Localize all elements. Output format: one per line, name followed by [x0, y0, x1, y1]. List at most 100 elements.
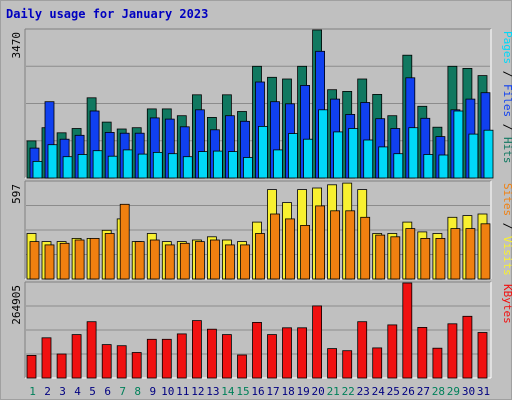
day-label-6: 6 — [104, 385, 111, 398]
bar-sites-day-22 — [345, 210, 356, 280]
bar-sites-day-26 — [405, 228, 416, 280]
bar-kbytes-day-9 — [146, 338, 157, 379]
bar-sites-day-8 — [134, 241, 145, 280]
bar-kbytes-day-14 — [221, 334, 232, 379]
bar-kbytes-day-21 — [327, 348, 338, 379]
bar-pages-day-30 — [468, 133, 479, 179]
day-label-24: 24 — [372, 385, 386, 398]
day-label-9: 9 — [149, 385, 156, 398]
day-label-31: 31 — [477, 385, 490, 398]
top-legend-separator: / — [501, 64, 512, 84]
bar-sites-day-23 — [360, 216, 371, 280]
bar-pages-day-19 — [303, 138, 314, 179]
day-label-16: 16 — [251, 385, 264, 398]
bar-sites-day-5 — [89, 237, 100, 280]
bar-pages-day-26 — [408, 127, 419, 179]
bar-sites-day-13 — [209, 239, 220, 280]
bar-sites-day-17 — [270, 213, 280, 280]
day-label-3: 3 — [59, 385, 66, 398]
bar-kbytes-day-12 — [191, 320, 202, 379]
bar-kbytes-day-18 — [282, 327, 292, 379]
bar-pages-day-25 — [393, 153, 404, 179]
bar-sites-day-6 — [104, 233, 115, 280]
bar-sites-day-7 — [119, 203, 130, 280]
day-label-2: 2 — [44, 385, 51, 398]
bar-pages-day-3 — [62, 156, 73, 179]
day-label-25: 25 — [387, 385, 400, 398]
bar-sites-day-27 — [420, 237, 431, 280]
day-label-28: 28 — [432, 385, 445, 398]
chart-title: Daily usage for January 2023 — [6, 7, 209, 21]
bar-pages-day-4 — [77, 154, 88, 179]
bar-kbytes-day-4 — [71, 334, 82, 379]
bar-pages-day-31 — [483, 129, 494, 179]
bar-kbytes-day-1 — [26, 354, 37, 379]
bar-sites-day-31 — [480, 223, 491, 280]
day-label-15: 15 — [236, 385, 249, 398]
bar-sites-day-9 — [149, 239, 160, 280]
bar-pages-day-23 — [363, 139, 374, 179]
bar-pages-day-7 — [122, 149, 133, 179]
bar-sites-day-30 — [465, 228, 476, 280]
day-label-11: 11 — [176, 385, 189, 398]
bar-kbytes-day-20 — [312, 305, 323, 379]
day-label-8: 8 — [134, 385, 141, 398]
bottom-legend: KBytes — [501, 284, 512, 324]
legend-hits: Hits — [501, 137, 512, 164]
bar-kbytes-day-11 — [176, 333, 187, 379]
day-label-14: 14 — [221, 385, 235, 398]
bar-sites-day-16 — [255, 233, 265, 280]
day-label-13: 13 — [206, 385, 219, 398]
legend-sites: Sites — [501, 183, 512, 216]
bar-pages-day-18 — [288, 133, 298, 179]
bar-pages-day-15 — [243, 157, 253, 179]
day-label-22: 22 — [342, 385, 355, 398]
bar-kbytes-day-8 — [131, 352, 142, 379]
bar-kbytes-day-30 — [462, 315, 473, 379]
day-label-26: 26 — [402, 385, 415, 398]
bar-pages-day-28 — [438, 154, 449, 179]
bar-sites-day-10 — [164, 244, 175, 280]
bar-pages-day-20 — [318, 109, 329, 179]
bar-pages-day-12 — [197, 151, 208, 179]
bar-sites-day-19 — [300, 224, 311, 280]
bar-pages-day-11 — [182, 156, 193, 179]
middle-legend: Sites / Visits — [501, 183, 512, 276]
bar-kbytes-day-10 — [161, 338, 172, 379]
bar-kbytes-day-2 — [41, 337, 52, 379]
bar-sites-day-25 — [390, 236, 401, 280]
bar-pages-day-10 — [167, 153, 178, 179]
bar-sites-day-28 — [435, 237, 446, 280]
bar-sites-day-3 — [59, 242, 70, 280]
bar-kbytes-day-16 — [252, 321, 262, 379]
bar-pages-day-2 — [47, 144, 58, 179]
bar-kbytes-day-27 — [417, 326, 428, 379]
bar-sites-day-2 — [44, 244, 55, 280]
bar-kbytes-day-26 — [402, 282, 413, 379]
day-label-21: 21 — [327, 385, 340, 398]
bar-sites-day-24 — [375, 234, 386, 280]
bar-pages-day-27 — [423, 154, 434, 179]
day-label-19: 19 — [296, 385, 309, 398]
bar-kbytes-day-6 — [101, 344, 112, 379]
day-label-7: 7 — [119, 385, 126, 398]
bar-kbytes-day-29 — [447, 323, 458, 379]
bar-kbytes-day-17 — [267, 334, 277, 379]
bar-kbytes-day-25 — [387, 324, 398, 379]
top-legend: Pages / Files / Hits — [501, 31, 512, 164]
bar-sites-day-21 — [330, 210, 341, 280]
bar-sites-day-4 — [74, 239, 85, 280]
bar-sites-day-20 — [315, 205, 326, 280]
bar-pages-day-29 — [453, 110, 464, 179]
bar-pages-day-14 — [227, 151, 238, 179]
bar-kbytes-day-31 — [477, 332, 488, 379]
bar-pages-day-9 — [152, 151, 163, 179]
bar-pages-day-8 — [137, 153, 148, 179]
middle-ytick-label: 597 — [10, 184, 23, 204]
middle-legend-separator: / — [501, 216, 512, 236]
bar-pages-day-22 — [348, 128, 359, 179]
bar-pages-day-24 — [378, 146, 389, 179]
bar-kbytes-day-5 — [86, 321, 97, 379]
